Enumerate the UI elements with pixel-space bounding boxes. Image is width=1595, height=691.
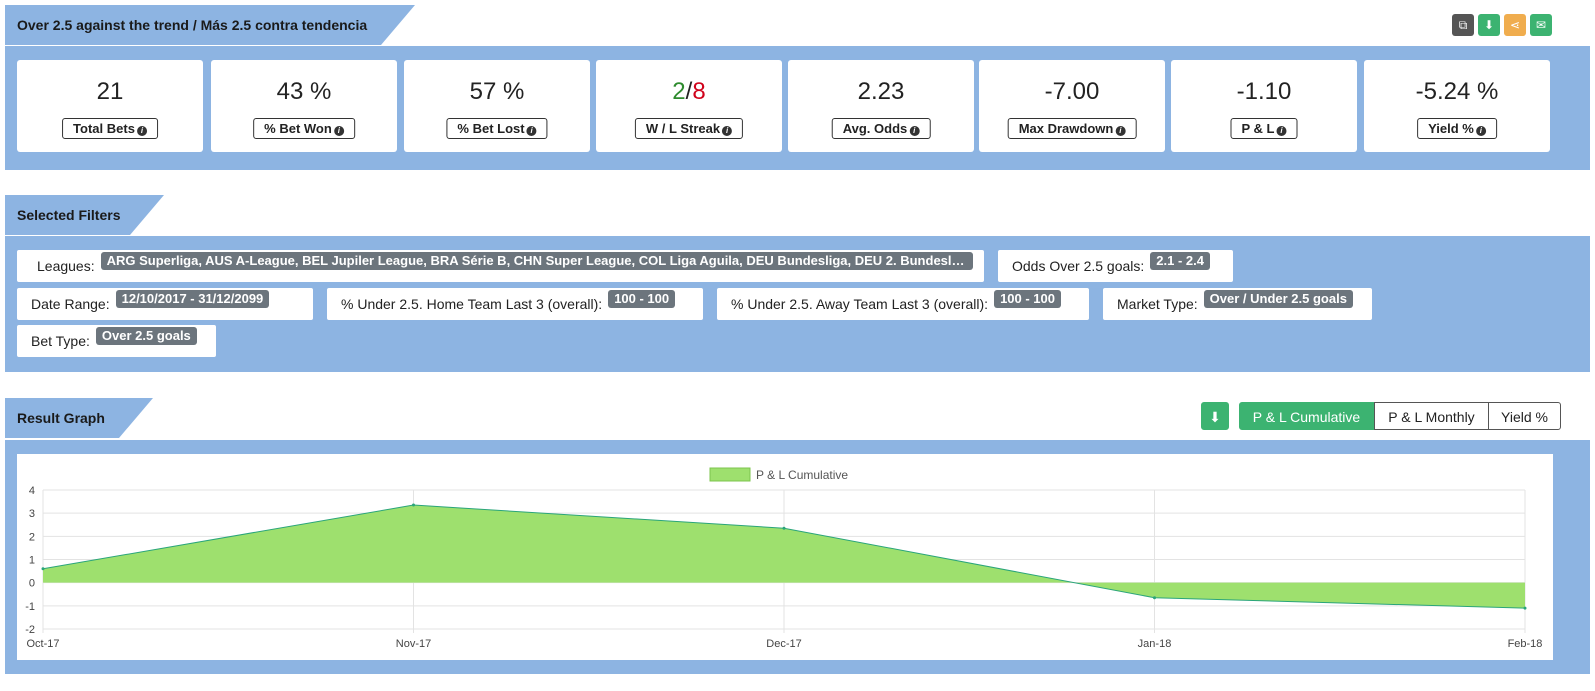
legend-swatch [709, 467, 751, 482]
filter-value: 100 - 100 [608, 290, 676, 308]
streak-loss: 8 [692, 78, 706, 105]
stat-value: -5.24 % [1415, 78, 1499, 105]
stat-label[interactable]: % Bet Lost i [446, 118, 548, 139]
filter-market-type: Market Type: Over / Under 2.5 goals [1103, 288, 1372, 320]
download-icon[interactable]: ⬇ [1478, 14, 1500, 36]
share-icon[interactable]: ⋖ [1504, 14, 1526, 36]
streak-separator: / [685, 78, 693, 105]
download-icon[interactable]: ⬇ [1201, 402, 1229, 430]
graph-title: Result Graph [17, 410, 105, 426]
filter-label: Odds Over 2.5 goals: [1012, 258, 1145, 274]
y-tick-label: 1 [29, 555, 35, 567]
filter-label: Date Range: [31, 296, 110, 312]
stat-value: 21 [96, 78, 124, 105]
stat-value: -7.00 [1044, 78, 1100, 105]
stat-value: 43 % [276, 78, 332, 105]
info-icon[interactable]: i [136, 126, 147, 136]
filter-value: 2.1 - 2.4 [1150, 252, 1210, 270]
filter-value: Over / Under 2.5 goals [1203, 290, 1353, 308]
filters-title: Selected Filters [17, 207, 121, 223]
stat-value: 2/8 [596, 78, 782, 106]
info-icon[interactable]: i [526, 126, 537, 136]
stat-value: 57 % [469, 78, 525, 105]
filter-label: % Under 2.5. Home Team Last 3 (overall): [341, 296, 603, 312]
x-tick-label: Jan-18 [1138, 638, 1172, 650]
stat-max-drawdown: -7.00 Max Drawdown i [979, 60, 1165, 152]
info-icon[interactable]: i [333, 126, 344, 136]
filter-label: Bet Type: [31, 333, 90, 349]
y-tick-label: 4 [29, 485, 35, 497]
filter-away-under: % Under 2.5. Away Team Last 3 (overall):… [717, 288, 1089, 320]
email-icon[interactable]: ✉ [1530, 14, 1552, 36]
filter-label: Market Type: [1117, 296, 1198, 312]
copy-icon[interactable]: ⧉ [1452, 14, 1474, 36]
stat-bet-won: 43 % % Bet Won i [211, 60, 397, 152]
y-tick-label: 3 [29, 508, 35, 520]
stat-label[interactable]: W / L Streak i [634, 118, 744, 139]
y-tick-label: -2 [25, 624, 35, 636]
stats-panel: 21 Total Bets i 43 % % Bet Won i 57 % % Be… [5, 46, 1590, 170]
info-icon[interactable]: i [722, 126, 733, 136]
filter-value: ARG Superliga, AUS A-League, BEL Jupiler… [100, 252, 973, 270]
tab-pl-monthly[interactable]: P & L Monthly [1374, 402, 1489, 430]
page-title: Over 2.5 against the trend / Más 2.5 con… [17, 17, 368, 33]
stat-yield: -5.24 % Yield % i [1364, 60, 1550, 152]
filter-value: Over 2.5 goals [95, 327, 197, 345]
chart-area: 4 3 2 1 0 -1 -2 Oct-17 Nov-17 Dec-17 Jan-18 Feb-18 P… [17, 454, 1553, 660]
data-point [412, 503, 415, 507]
x-tick-label: Feb-18 [1508, 638, 1543, 650]
filter-odds: Odds Over 2.5 goals: 2.1 - 2.4 [998, 250, 1233, 282]
filter-label: % Under 2.5. Away Team Last 3 (overall): [731, 296, 989, 312]
data-point [1523, 606, 1527, 610]
filter-value: 12/10/2017 - 31/12/2099 [115, 290, 270, 308]
stat-label[interactable]: Max Drawdown i [1007, 118, 1137, 139]
data-point [41, 567, 45, 571]
tab-pl-cumulative[interactable]: P & L Cumulative [1239, 402, 1374, 430]
info-icon[interactable]: i [1276, 126, 1287, 136]
y-tick-label: 2 [29, 531, 35, 543]
stat-label[interactable]: Total Bets i [62, 118, 158, 139]
y-tick-label: 0 [29, 578, 35, 590]
area-fill [43, 505, 1525, 609]
stat-label[interactable]: Yield % i [1417, 118, 1497, 139]
pl-chart: 4 3 2 1 0 -1 -2 Oct-17 Nov-17 Dec-17 Jan-18 Feb-18 P… [25, 467, 1543, 650]
tab-yield[interactable]: Yield % [1488, 402, 1561, 430]
filter-bet-type: Bet Type: Over 2.5 goals [17, 325, 216, 357]
stat-label[interactable]: % Bet Won i [253, 118, 355, 139]
info-icon[interactable]: i [1115, 126, 1126, 136]
x-tick-label: Oct-17 [26, 638, 59, 650]
stat-wl-streak: 2/8 W / L Streak i [596, 60, 782, 152]
x-tick-label: Dec-17 [766, 638, 801, 650]
filter-leagues: Leagues: ARG Superliga, AUS A-League, BEL… [17, 250, 984, 282]
legend-label: P & L Cumulative [756, 468, 848, 482]
stat-label[interactable]: Avg. Odds i [831, 118, 931, 139]
info-icon[interactable]: i [1475, 126, 1486, 136]
data-point [1153, 596, 1156, 600]
stat-value: 2.23 [857, 78, 905, 105]
data-point [782, 526, 786, 530]
filter-date-range: Date Range: 12/10/2017 - 31/12/2099 [17, 288, 313, 320]
streak-win: 2 [672, 78, 686, 105]
filter-home-under: % Under 2.5. Home Team Last 3 (overall):… [327, 288, 703, 320]
filter-label: Leagues: [37, 258, 95, 274]
y-tick-label: -1 [25, 601, 35, 613]
stat-avg-odds: 2.23 Avg. Odds i [788, 60, 974, 152]
stat-value: -1.10 [1236, 78, 1292, 105]
info-icon[interactable]: i [909, 126, 920, 136]
stat-total-bets: 21 Total Bets i [17, 60, 203, 152]
stat-bet-lost: 57 % % Bet Lost i [404, 60, 590, 152]
x-tick-label: Nov-17 [396, 638, 431, 650]
filter-value: 100 - 100 [994, 290, 1061, 308]
